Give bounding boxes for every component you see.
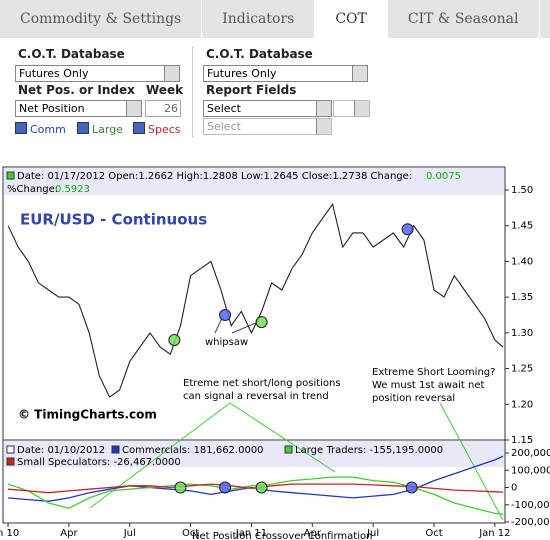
x-tick-label: Apr bbox=[304, 528, 322, 539]
legend-swatch bbox=[6, 171, 15, 180]
signal-marker bbox=[405, 481, 418, 494]
annotation-line bbox=[229, 402, 336, 473]
signal-marker bbox=[401, 223, 414, 236]
legend-swatch bbox=[6, 457, 15, 466]
label: Week bbox=[146, 83, 184, 97]
tab[interactable]: Indicators bbox=[202, 0, 316, 38]
x-tick-label: n 10 bbox=[0, 528, 19, 539]
label: Report Fields bbox=[206, 83, 297, 97]
signal-marker bbox=[219, 309, 232, 321]
y-tick-label: 1.35 bbox=[511, 292, 533, 303]
label: C.O.T. Database bbox=[18, 47, 125, 61]
y-tick-label: 0 bbox=[511, 483, 517, 494]
header-band bbox=[4, 441, 504, 467]
signal-marker bbox=[255, 481, 268, 494]
annotation: Net Position Crossover Confirmation bbox=[192, 531, 372, 540]
signal-marker bbox=[219, 481, 232, 494]
select[interactable]: Futures Only bbox=[203, 65, 368, 82]
checkbox-label: Large bbox=[92, 123, 123, 136]
annotation: can signal a reversal in trend bbox=[183, 391, 329, 402]
header-value: 0.0075 bbox=[426, 171, 461, 182]
checkbox-label: Specs bbox=[148, 123, 181, 136]
y-tick-label: 100,000 bbox=[511, 465, 550, 476]
x-tick-label: Oct bbox=[425, 528, 442, 539]
legend-swatch bbox=[111, 445, 120, 454]
select[interactable]: Futures Only bbox=[15, 65, 180, 82]
y-tick-label: -100,000 bbox=[511, 500, 550, 511]
select bbox=[333, 100, 370, 117]
tab[interactable]: Commodity & Settings bbox=[0, 0, 203, 38]
annotation: Etreme net short/long positions bbox=[183, 378, 341, 389]
annotation: We must 1st await net bbox=[372, 380, 484, 391]
week-input[interactable]: 26 bbox=[145, 100, 181, 117]
y-tick-label: 1.15 bbox=[511, 435, 533, 446]
header-text: Date: 01/17/2012 Open:1.2662 High:1.2808… bbox=[17, 171, 412, 182]
signal-marker bbox=[174, 481, 187, 494]
annotation-line bbox=[439, 402, 504, 521]
checkbox-label: Comm bbox=[30, 123, 66, 136]
x-tick-label: Oct bbox=[182, 528, 199, 539]
header-band bbox=[4, 168, 504, 195]
annotation-line bbox=[214, 317, 223, 334]
select: Select bbox=[203, 118, 332, 135]
divider bbox=[192, 46, 193, 138]
y-tick-label: 1.25 bbox=[511, 364, 533, 375]
legend-label: Large Traders: -155,195.0000 bbox=[295, 445, 443, 456]
checkbox[interactable]: Large bbox=[77, 122, 123, 136]
tab[interactable]: COT bbox=[315, 0, 388, 38]
y-tick-label: 200,000 bbox=[511, 448, 550, 459]
annotation: position reversal bbox=[372, 393, 455, 404]
chart: Date: 01/17/2012 Open:1.2662 High:1.2808… bbox=[0, 166, 550, 540]
select[interactable]: Net Position bbox=[15, 100, 142, 117]
x-tick-label: Jul bbox=[123, 528, 136, 539]
y-tick-label: 1.50 bbox=[511, 185, 533, 196]
checkbox[interactable]: Specs bbox=[133, 122, 181, 136]
cot-form: C.O.T. Database Futures Only Net Pos. or… bbox=[0, 38, 550, 150]
legend-swatch bbox=[284, 445, 293, 454]
y-tick-label: 1.20 bbox=[511, 399, 533, 410]
x-tick-label: Jan 11 bbox=[235, 528, 267, 539]
legend-swatch bbox=[6, 445, 15, 454]
annotation: whipsaw bbox=[205, 337, 248, 348]
x-tick-label: Apr bbox=[60, 528, 78, 539]
header-text: Date: 01/10/2012 bbox=[17, 445, 105, 456]
label: C.O.T. Database bbox=[206, 47, 313, 61]
tab[interactable]: CIT & Seasonal bbox=[388, 0, 540, 38]
header-value: 0.5923 bbox=[55, 184, 90, 195]
watermark: © TimingCharts.com bbox=[18, 408, 157, 422]
y-tick-label: 1.45 bbox=[511, 221, 533, 232]
y-tick-label: 1.40 bbox=[511, 256, 533, 267]
legend-label: Commercials: 181,662.0000 bbox=[122, 445, 264, 456]
checkbox[interactable]: Comm bbox=[15, 122, 66, 136]
footnote-bg bbox=[190, 530, 375, 540]
tab-bar: Commodity & Settings Indicators COT CIT … bbox=[0, 0, 550, 38]
x-tick-label: Jul bbox=[366, 528, 379, 539]
chart-title: EUR/USD - Continuous bbox=[20, 211, 207, 229]
signal-marker bbox=[168, 334, 181, 346]
y-tick-label: 1.30 bbox=[511, 328, 533, 339]
signal-marker bbox=[255, 316, 268, 329]
y-tick-label: -200,000 bbox=[511, 517, 550, 528]
label: Net Pos. or Index bbox=[18, 83, 135, 97]
annotation-line bbox=[231, 321, 259, 334]
header-text: %Change: bbox=[7, 184, 58, 195]
legend-label: Small Speculators: -26,467.0000 bbox=[17, 457, 181, 468]
x-tick-label: Jan 12 bbox=[478, 528, 510, 539]
annotation: Extreme Short Looming? bbox=[372, 367, 495, 378]
select[interactable]: Select bbox=[203, 100, 332, 117]
